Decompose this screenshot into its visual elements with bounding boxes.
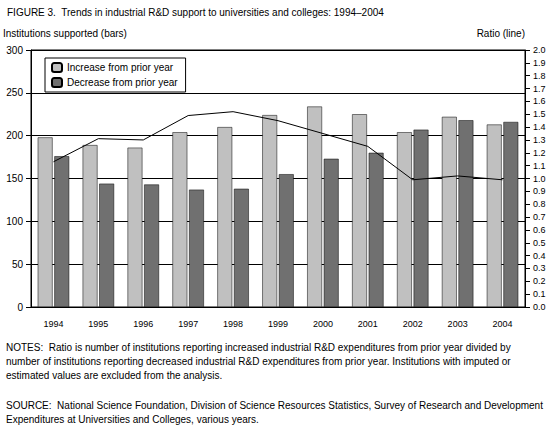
svg-text:estimated values are excluded: estimated values are excluded from the a… — [6, 370, 222, 381]
svg-text:300: 300 — [6, 45, 23, 56]
svg-text:Ratio (line): Ratio (line) — [477, 28, 525, 39]
svg-text:Institutions supported (bars): Institutions supported (bars) — [3, 28, 127, 39]
svg-text:1994: 1994 — [43, 319, 63, 329]
svg-text:0.1: 0.1 — [533, 289, 546, 299]
svg-text:150: 150 — [6, 173, 23, 184]
svg-text:0.2: 0.2 — [533, 276, 546, 286]
svg-text:50: 50 — [12, 259, 24, 270]
svg-text:Increase from prior year: Increase from prior year — [67, 62, 174, 73]
svg-text:0.4: 0.4 — [533, 251, 546, 261]
svg-text:1.5: 1.5 — [533, 109, 546, 119]
svg-text:0: 0 — [17, 302, 23, 313]
svg-text:1997: 1997 — [178, 319, 198, 329]
svg-text:1.1: 1.1 — [533, 161, 546, 171]
svg-text:1.3: 1.3 — [533, 135, 546, 145]
svg-text:250: 250 — [6, 87, 23, 98]
svg-text:2004: 2004 — [493, 319, 513, 329]
svg-text:SOURCE: National Science Foun: SOURCE: National Science Foundation, Div… — [6, 400, 546, 411]
svg-text:2003: 2003 — [448, 319, 468, 329]
svg-text:2002: 2002 — [403, 319, 423, 329]
svg-text:Decrease from prior year: Decrease from prior year — [67, 77, 178, 88]
svg-text:1996: 1996 — [133, 319, 153, 329]
svg-text:1.0: 1.0 — [533, 174, 546, 184]
svg-text:2000: 2000 — [313, 319, 333, 329]
svg-text:2.0: 2.0 — [533, 45, 546, 55]
svg-text:0.3: 0.3 — [533, 263, 546, 273]
svg-text:NOTES: Ratio is number of ins: NOTES: Ratio is number of institutions r… — [6, 342, 513, 353]
svg-text:0.7: 0.7 — [533, 212, 546, 222]
svg-text:0.8: 0.8 — [533, 199, 546, 209]
svg-text:1.9: 1.9 — [533, 58, 546, 68]
svg-text:1.6: 1.6 — [533, 96, 546, 106]
svg-text:1.4: 1.4 — [533, 122, 546, 132]
svg-text:0.6: 0.6 — [533, 225, 546, 235]
svg-text:1998: 1998 — [223, 319, 243, 329]
svg-text:1999: 1999 — [268, 319, 288, 329]
svg-text:0.9: 0.9 — [533, 186, 546, 196]
svg-text:1995: 1995 — [88, 319, 108, 329]
svg-text:0.0: 0.0 — [533, 302, 546, 312]
svg-text:1.8: 1.8 — [533, 71, 546, 81]
svg-text:Expenditures at Universities a: Expenditures at Universities and College… — [6, 414, 259, 425]
svg-text:2001: 2001 — [358, 319, 378, 329]
svg-text:number of institutions reporti: number of institutions reporting decreas… — [6, 356, 513, 367]
svg-text:200: 200 — [6, 130, 23, 141]
svg-text:0.5: 0.5 — [533, 238, 546, 248]
svg-text:FIGURE 3. Trends in industria: FIGURE 3. Trends in industrial R&D suppo… — [7, 7, 384, 18]
svg-text:100: 100 — [6, 216, 23, 227]
svg-text:1.7: 1.7 — [533, 84, 546, 94]
svg-text:1.2: 1.2 — [533, 148, 546, 158]
